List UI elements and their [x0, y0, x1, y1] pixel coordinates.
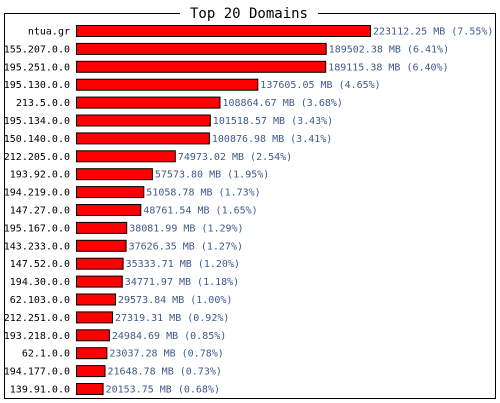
- bar-row: ntua.gr 223112.25 MB (7.55%): [28, 25, 493, 38]
- bar-row: 194.177.0.0 21648.78 MB (0.73%): [4, 365, 222, 378]
- value-label: 189502.38 MB (6.41%): [329, 44, 449, 55]
- bar: [76, 96, 221, 109]
- category-label: 147.52.0.0: [10, 259, 70, 270]
- bar-row: 147.27.0.0 48761.54 MB (1.65%): [10, 204, 258, 217]
- bar-row: 193.218.0.0 24984.69 MB (0.85%): [4, 329, 226, 342]
- bar-row: 195.130.0.0 137605.05 MB (4.65%): [4, 78, 381, 91]
- category-label: ntua.gr: [28, 27, 70, 38]
- bar: [76, 204, 142, 216]
- category-label: 212.251.0.0: [4, 313, 70, 324]
- value-label: 23037.28 MB (0.78%): [109, 349, 223, 360]
- bar: [76, 78, 259, 91]
- category-label: 193.218.0.0: [4, 331, 70, 342]
- category-label: 147.27.0.0: [10, 206, 70, 217]
- value-label: 48761.54 MB (1.65%): [143, 206, 257, 217]
- category-label: 195.251.0.0: [4, 62, 70, 73]
- bar: [76, 329, 110, 342]
- bar-row: 195.167.0.0 38081.99 MB (1.29%): [4, 221, 244, 234]
- category-label: 155.207.0.0: [4, 44, 70, 55]
- value-label: 51058.78 MB (1.73%): [146, 188, 260, 199]
- value-label: 38081.99 MB (1.29%): [129, 223, 243, 234]
- bar: [76, 257, 124, 270]
- category-label: 150.140.0.0: [4, 134, 70, 145]
- value-label: 108864.67 MB (3.68%): [223, 98, 343, 109]
- bar: [76, 239, 127, 252]
- bar: [76, 365, 106, 378]
- category-label: 195.167.0.0: [4, 223, 70, 234]
- category-label: 212.205.0.0: [4, 152, 70, 163]
- bar-row: 213.5.0.0 108864.67 MB (3.68%): [16, 96, 343, 109]
- category-label: 143.233.0.0: [4, 241, 70, 252]
- category-label: 139.91.0.0: [10, 385, 70, 396]
- value-label: 29573.84 MB (1.00%): [118, 295, 232, 306]
- bar-row: 194.30.0.0 34771.97 MB (1.18%): [10, 275, 239, 288]
- bar-row: 212.251.0.0 27319.31 MB (0.92%): [4, 311, 229, 324]
- value-label: 34771.97 MB (1.18%): [125, 277, 239, 288]
- value-label: 20153.75 MB (0.68%): [106, 385, 220, 396]
- bar-rows: ntua.gr 223112.25 MB (7.55%) 155.207.0.0 18…: [4, 25, 493, 396]
- chart-title: Top 20 Domains: [190, 6, 308, 22]
- category-label: 194.177.0.0: [4, 367, 70, 378]
- bar-row: 195.134.0.0 101518.57 MB (3.43%): [4, 114, 333, 127]
- bar: [76, 311, 113, 324]
- bar-row: 195.251.0.0 189115.38 MB (6.40%): [4, 60, 449, 73]
- value-label: 101518.57 MB (3.43%): [213, 116, 333, 127]
- bar: [76, 221, 128, 234]
- bar-row: 147.52.0.0 35333.71 MB (1.20%): [10, 257, 240, 270]
- category-label: 194.219.0.0: [4, 188, 70, 199]
- bar-row: 193.92.0.0 57573.80 MB (1.95%): [10, 168, 269, 181]
- category-label: 195.130.0.0: [4, 80, 70, 91]
- bar-row: 62.103.0.0 29573.84 MB (1.00%): [10, 293, 232, 306]
- value-label: 24984.69 MB (0.85%): [112, 331, 226, 342]
- category-label: 213.5.0.0: [16, 98, 70, 109]
- value-label: 21648.78 MB (0.73%): [108, 367, 222, 378]
- value-label: 100876.98 MB (3.41%): [212, 134, 332, 145]
- bar-row: 150.140.0.0 100876.98 MB (3.41%): [4, 132, 332, 145]
- category-label: 194.30.0.0: [10, 277, 70, 288]
- category-label: 62.1.0.0: [22, 349, 70, 360]
- bar: [76, 383, 104, 395]
- category-label: 193.92.0.0: [10, 170, 70, 181]
- bar-row: 155.207.0.0 189502.38 MB (6.41%): [4, 42, 449, 55]
- bar: [76, 150, 176, 163]
- bar: [76, 186, 145, 199]
- value-label: 27319.31 MB (0.92%): [115, 313, 229, 324]
- title-backdrop: [180, 4, 318, 22]
- value-label: 74973.02 MB (2.54%): [178, 152, 292, 163]
- bar-row: 62.1.0.0 23037.28 MB (0.78%): [22, 347, 224, 360]
- bar-row: 212.205.0.0 74973.02 MB (2.54%): [4, 150, 292, 163]
- bar: [76, 347, 108, 360]
- bar: [76, 42, 327, 55]
- value-label: 137605.05 MB (4.65%): [260, 80, 380, 91]
- bar: [76, 132, 210, 145]
- value-label: 37626.35 MB (1.27%): [129, 241, 243, 252]
- bar-row: 194.219.0.0 51058.78 MB (1.73%): [4, 186, 261, 199]
- bar: [76, 25, 371, 37]
- bar: [76, 275, 123, 288]
- category-label: 195.134.0.0: [4, 116, 70, 127]
- bar: [76, 293, 116, 306]
- bar: [76, 114, 211, 127]
- value-label: 189115.38 MB (6.40%): [328, 62, 448, 73]
- value-label: 223112.25 MB (7.55%): [373, 27, 493, 38]
- bar: [76, 168, 153, 181]
- bar-row: 139.91.0.0 20153.75 MB (0.68%): [10, 383, 220, 396]
- bar-row: 143.233.0.0 37626.35 MB (1.27%): [4, 239, 243, 252]
- bar: [76, 60, 327, 73]
- value-label: 57573.80 MB (1.95%): [155, 170, 269, 181]
- value-label: 35333.71 MB (1.20%): [126, 259, 240, 270]
- category-label: 62.103.0.0: [10, 295, 70, 306]
